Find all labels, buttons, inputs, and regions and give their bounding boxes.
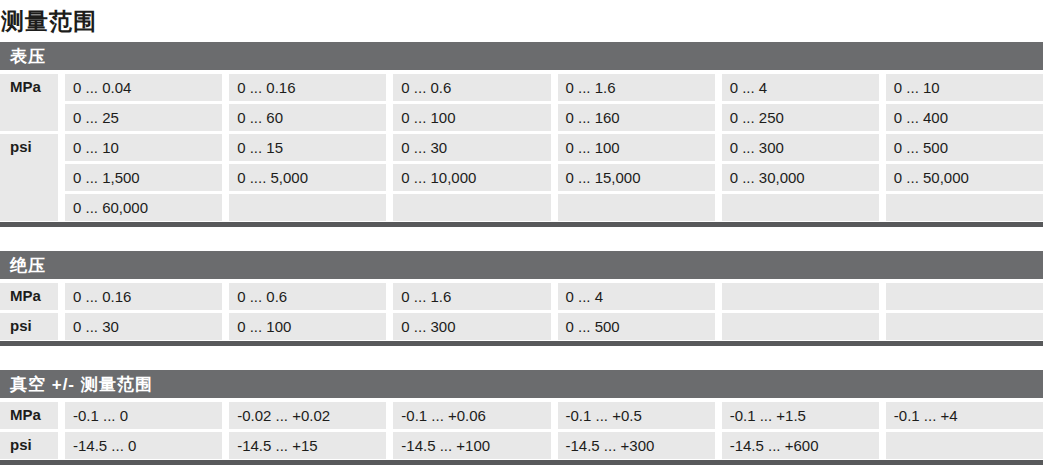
range-cell: -14.5 ... +600 [722, 432, 879, 459]
range-cell: 0 ... 400 [886, 104, 1043, 131]
range-cell: 0 ... 4 [558, 283, 715, 310]
range-cell: -0.02 ... +0.02 [229, 402, 386, 429]
range-cell: -0.1 ... 0 [65, 402, 222, 429]
vacuum-range-section: 真空 +/- 测量范围 MPa -0.1 ... 0 -0.02 ... +0.… [0, 370, 1043, 465]
range-cell: 0 ... 60 [229, 104, 386, 131]
gauge-pressure-header: 表压 [0, 42, 1043, 70]
range-cell: 0 ... 10 [65, 134, 222, 161]
range-cell: 0 ... 100 [393, 104, 550, 131]
range-cell: 0 ... 1.6 [558, 74, 715, 101]
range-cell [722, 313, 879, 340]
unit-label-psi: psi [0, 313, 58, 340]
vacuum-range-table: MPa -0.1 ... 0 -0.02 ... +0.02 -0.1 ... … [0, 402, 1043, 459]
table-bottom-border [0, 341, 1043, 346]
range-cell [886, 432, 1043, 459]
absolute-pressure-header: 绝压 [0, 251, 1043, 279]
range-cell [886, 283, 1043, 310]
section-title: 真空 +/- 测量范围 [10, 373, 153, 396]
range-cell: 0 ... 60,000 [65, 194, 222, 221]
range-cell: -0.1 ... +4 [886, 402, 1043, 429]
range-cell: 0 ... 30 [393, 134, 550, 161]
absolute-pressure-table: MPa 0 ... 0.16 0 ... 0.6 0 ... 1.6 0 ...… [0, 283, 1043, 340]
range-cell: 0 ... 30,000 [722, 164, 879, 191]
range-cell: 0 ... 100 [229, 313, 386, 340]
range-cell: 0 ... 300 [393, 313, 550, 340]
range-cell: -0.1 ... +0.06 [393, 402, 550, 429]
range-cell: 0 ... 10,000 [393, 164, 550, 191]
unit-label-psi: psi [0, 134, 58, 221]
range-cell: 0 ... 250 [722, 104, 879, 131]
table-bottom-border [0, 222, 1043, 227]
range-cell: 0 ... 0.16 [229, 74, 386, 101]
range-cell: 0 ... 160 [558, 104, 715, 131]
range-cell: 0 ... 300 [722, 134, 879, 161]
range-cell: -14.5 ... +100 [393, 432, 550, 459]
section-title: 绝压 [10, 254, 46, 277]
unit-label-mpa: MPa [0, 402, 58, 429]
range-cell: 0 ... 500 [886, 134, 1043, 161]
page-title: 测量范围 [1, 8, 1043, 34]
range-cell: 0 ... 0.6 [229, 283, 386, 310]
vacuum-range-header: 真空 +/- 测量范围 [0, 370, 1043, 398]
range-cell [886, 194, 1043, 221]
range-cell: 0 ... 50,000 [886, 164, 1043, 191]
range-cell: 0 ... 0.6 [393, 74, 550, 101]
range-cell: -0.1 ... +1.5 [722, 402, 879, 429]
unit-label-mpa: MPa [0, 283, 58, 310]
range-cell: 0 ... 100 [558, 134, 715, 161]
range-cell [886, 313, 1043, 340]
datasheet-page: 测量范围 表压 MPa 0 ... 0.04 0 ... 0.16 0 ... … [0, 0, 1043, 469]
unit-label-psi: psi [0, 432, 58, 459]
range-cell [722, 194, 879, 221]
range-cell: 0 ... 4 [722, 74, 879, 101]
range-cell [393, 194, 550, 221]
unit-label-mpa: MPa [0, 74, 58, 131]
range-cell: 0 ... 1.6 [393, 283, 550, 310]
range-cell: -14.5 ... +15 [229, 432, 386, 459]
range-cell [558, 194, 715, 221]
range-cell: 0 .... 5,000 [229, 164, 386, 191]
section-title: 表压 [10, 45, 46, 68]
range-cell [722, 283, 879, 310]
range-cell: -14.5 ... +300 [558, 432, 715, 459]
range-cell: 0 ... 0.16 [65, 283, 222, 310]
range-cell: 0 ... 15 [229, 134, 386, 161]
range-cell: 0 ... 0.04 [65, 74, 222, 101]
range-cell: -0.1 ... +0.5 [558, 402, 715, 429]
absolute-pressure-section: 绝压 MPa 0 ... 0.16 0 ... 0.6 0 ... 1.6 0 … [0, 251, 1043, 346]
gauge-pressure-section: 表压 MPa 0 ... 0.04 0 ... 0.16 0 ... 0.6 0… [0, 42, 1043, 227]
range-cell: 0 ... 30 [65, 313, 222, 340]
range-cell: 0 ... 1,500 [65, 164, 222, 191]
range-cell: 0 ... 10 [886, 74, 1043, 101]
gauge-pressure-table: MPa 0 ... 0.04 0 ... 0.16 0 ... 0.6 0 ..… [0, 74, 1043, 221]
range-cell: 0 ... 500 [558, 313, 715, 340]
range-cell [229, 194, 386, 221]
range-cell: 0 ... 15,000 [558, 164, 715, 191]
range-cell: 0 ... 25 [65, 104, 222, 131]
table-bottom-border [0, 460, 1043, 465]
range-cell: -14.5 ... 0 [65, 432, 222, 459]
